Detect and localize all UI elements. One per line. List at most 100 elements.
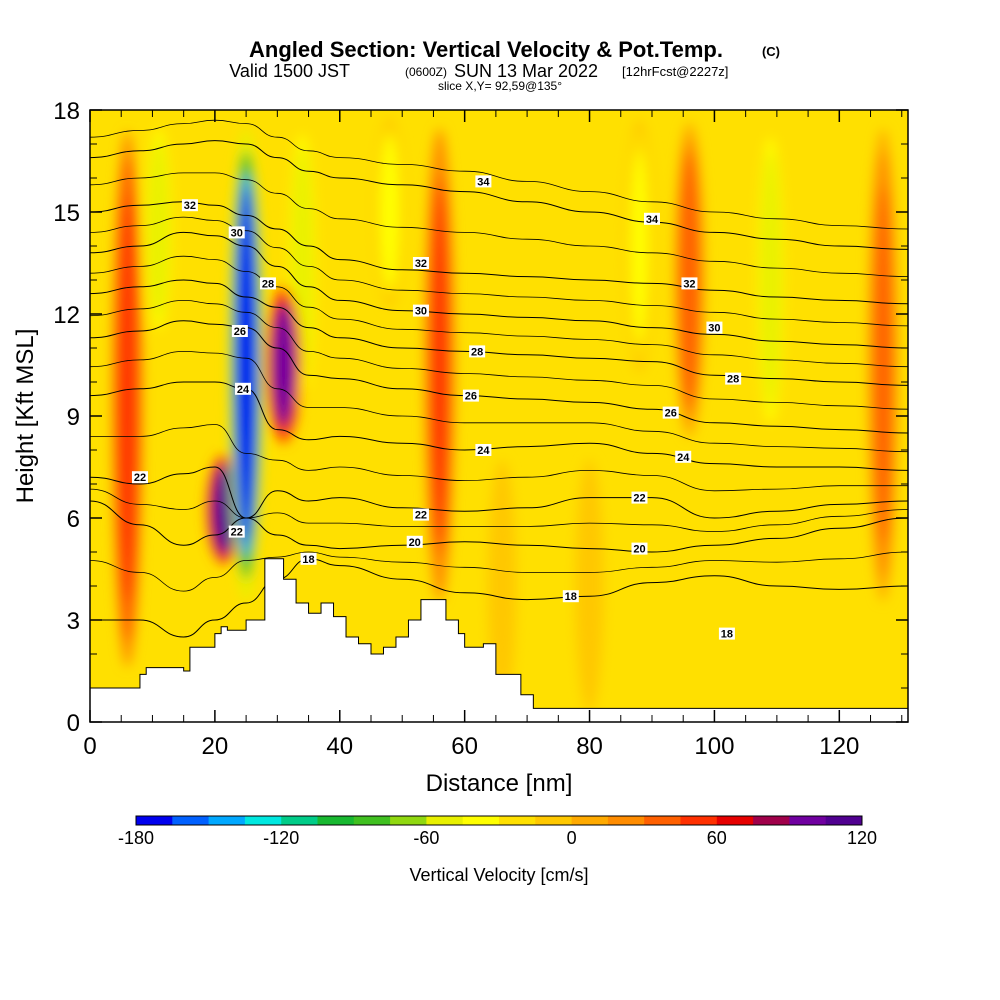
isentrope-label: 26 bbox=[465, 391, 477, 403]
subtitle-utc: (0600Z) bbox=[405, 65, 447, 79]
velocity-downdraft-2-3 bbox=[631, 150, 648, 342]
isentrope-label-bg bbox=[718, 627, 735, 640]
colorbar-swatch bbox=[644, 816, 681, 825]
isentrope-35 bbox=[90, 119, 908, 230]
plot-area: 1818182020222222222424242626262828283030… bbox=[53, 98, 909, 760]
colorbar: -180 -120 -60 0 60 120 bbox=[118, 815, 877, 848]
isentrope-label-bg bbox=[681, 277, 698, 290]
velocity-downdraft-8-3 bbox=[150, 145, 167, 313]
isentrope-label-bg bbox=[412, 257, 429, 269]
y-axis-title: Height [Kft MSL] bbox=[12, 329, 39, 504]
isentrope-label: 20 bbox=[409, 537, 421, 549]
axis-ticks: 0 20 40 60 80 100 120 0 3 6 9 12 15 18 bbox=[53, 98, 908, 760]
isentrope-label: 22 bbox=[231, 527, 243, 539]
isentrope-label-bg bbox=[228, 525, 245, 538]
colorbar-tick-label: -60 bbox=[413, 828, 439, 848]
isentrope-24 bbox=[90, 381, 908, 471]
isentrope-label: 18 bbox=[302, 554, 314, 566]
colorbar-swatch bbox=[172, 816, 210, 825]
velocity-weak-0-3 bbox=[494, 490, 510, 682]
isentrope-label: 24 bbox=[237, 384, 250, 396]
isentrope-label: 28 bbox=[727, 374, 739, 386]
velocity-field bbox=[112, 117, 899, 713]
isentrope-label: 18 bbox=[721, 629, 733, 641]
velocity-updraft-11-3 bbox=[273, 305, 294, 425]
isentrope-label-bg bbox=[725, 372, 742, 385]
isentrope-23 bbox=[90, 424, 908, 492]
isentrope-labels: 18 18 18 20 20 22 22 22 22 24 24 24 26 26 26 28 28 28 30 30… bbox=[131, 175, 742, 641]
isentrope-label-bg bbox=[234, 382, 251, 395]
velocity-weak-1-3 bbox=[581, 490, 598, 682]
isentrope-label: 34 bbox=[646, 214, 659, 226]
isentrope-label-bg bbox=[406, 535, 423, 548]
colorbar-swatch bbox=[499, 816, 536, 825]
colorbar-swatch bbox=[136, 816, 173, 825]
isentrope-label-bg bbox=[412, 304, 429, 317]
colorbar-tick-label: 60 bbox=[707, 828, 727, 848]
isentrope-19 bbox=[90, 551, 908, 592]
x-tick-label: 80 bbox=[576, 733, 603, 760]
isentrope-27 bbox=[90, 299, 908, 410]
velocity-downdraft-4-3 bbox=[381, 140, 398, 284]
isentrope-label-bg bbox=[475, 444, 492, 456]
isentrope-label: 26 bbox=[234, 326, 246, 338]
x-tick-label: 60 bbox=[451, 733, 478, 760]
isentrope-label: 28 bbox=[471, 346, 483, 358]
colorbar-swatch bbox=[753, 816, 790, 825]
isentrope-label-bg bbox=[662, 406, 679, 419]
isentrope-label-bg bbox=[259, 277, 276, 290]
x-axis-title: Distance [nm] bbox=[426, 770, 573, 797]
x-tick-label: 120 bbox=[819, 733, 859, 760]
velocity-updraft-6-3 bbox=[431, 186, 448, 544]
y-tick-label: 9 bbox=[67, 404, 80, 431]
isentrope-label: 30 bbox=[231, 227, 243, 239]
isentrope-21 bbox=[90, 488, 908, 533]
y-tick-label: 18 bbox=[53, 98, 80, 125]
colorbar-swatch bbox=[789, 816, 827, 825]
isentrope-label: 22 bbox=[415, 510, 427, 522]
isentrope-label: 32 bbox=[184, 200, 196, 212]
isentrope-29 bbox=[90, 255, 908, 368]
slice-label: slice X,Y= 92,59@135° bbox=[438, 79, 562, 93]
colorbar-swatch bbox=[462, 816, 500, 825]
y-tick-label: 6 bbox=[67, 506, 80, 533]
isentrope-label: 30 bbox=[415, 306, 427, 318]
y-tick-label: 0 bbox=[67, 710, 80, 737]
isentrope-label: 24 bbox=[677, 452, 690, 464]
isentrope-label: 26 bbox=[665, 408, 677, 420]
velocity-downdraft-9-3 bbox=[294, 155, 311, 371]
isentrope-31 bbox=[90, 216, 908, 327]
x-tick-label: 20 bbox=[202, 733, 229, 760]
colorbar-tick-label: 0 bbox=[567, 828, 577, 848]
isentrope-label-bg bbox=[412, 508, 429, 521]
isentrope-label: 34 bbox=[477, 176, 490, 188]
isentrope-label: 22 bbox=[134, 472, 146, 484]
isentrope-32 bbox=[90, 201, 908, 305]
isentrope-label-bg bbox=[631, 542, 648, 555]
colorbar-tick-label: -120 bbox=[263, 828, 299, 848]
colorbar-swatch bbox=[426, 816, 464, 825]
y-tick-label: 15 bbox=[53, 200, 80, 227]
isentrope-22 bbox=[90, 466, 908, 519]
subtitle-date: SUN 13 Mar 2022 bbox=[454, 61, 598, 81]
colorbar-swatch bbox=[244, 816, 282, 825]
y-tick-label: 3 bbox=[67, 608, 80, 635]
subtitle-forecast: [12hrFcst@2227z] bbox=[622, 64, 728, 79]
isentrope-label-bg bbox=[562, 590, 579, 603]
colorbar-swatch bbox=[825, 816, 863, 825]
isentrope-label: 30 bbox=[708, 323, 720, 335]
colorbar-swatch bbox=[680, 816, 718, 825]
isentrope-26 bbox=[90, 320, 908, 434]
isentrope-label: 20 bbox=[633, 544, 645, 556]
y-tick-label: 12 bbox=[53, 302, 80, 329]
colorbar-swatch bbox=[607, 816, 645, 825]
colorbar-tick-label: 120 bbox=[847, 828, 877, 848]
x-tick-label: 100 bbox=[694, 733, 734, 760]
colorbar-swatch bbox=[571, 816, 609, 825]
isentrope-label-bg bbox=[300, 552, 317, 565]
isentrope-label-bg bbox=[469, 345, 486, 358]
colorbar-swatch bbox=[281, 816, 318, 825]
colorbar-frame bbox=[135, 815, 863, 826]
isentrope-label: 32 bbox=[683, 278, 695, 290]
